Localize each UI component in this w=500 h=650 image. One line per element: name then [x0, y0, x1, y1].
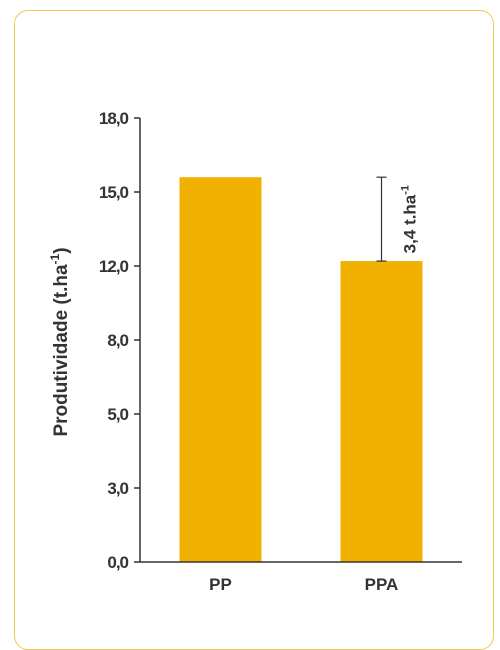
- bar-ppa: [340, 261, 423, 562]
- bar-chart: 0,0 3,0 5,0 8,0 12,0 15,0 18,0 PP PPA 3,4 t.ha-…: [48, 109, 462, 594]
- y-tick-label: 0,0: [107, 553, 128, 572]
- x-tick-label: PP: [209, 575, 232, 594]
- x-tick-label: PPA: [365, 575, 399, 594]
- y-tick-label: 3,0: [107, 479, 128, 498]
- difference-label: 3,4 t.ha-1: [400, 185, 420, 253]
- y-tick-label: 5,0: [107, 405, 128, 424]
- y-tick-label: 15,0: [99, 183, 129, 202]
- y-tick-label: 8,0: [107, 331, 128, 350]
- difference-annotation: 3,4 t.ha-1: [376, 176, 420, 262]
- y-axis-ticks: 0,0 3,0 5,0 8,0 12,0 15,0 18,0: [99, 109, 140, 572]
- y-axis-label: Produtividade (t.ha-1): [48, 247, 72, 436]
- bars: [179, 177, 423, 562]
- y-tick-label: 12,0: [99, 257, 129, 276]
- y-tick-label: 18,0: [99, 109, 129, 128]
- x-axis-labels: PP PPA: [209, 575, 398, 594]
- bar-pp: [179, 177, 262, 562]
